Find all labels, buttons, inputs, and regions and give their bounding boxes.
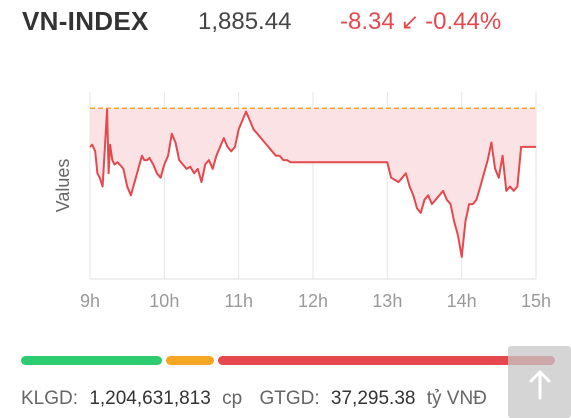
volume-unit: cp: [222, 388, 243, 409]
advancing-bar: [21, 356, 162, 365]
arrow-down-left-icon: ↙: [400, 9, 420, 34]
intraday-chart: 9h 10h 11h 12h 13h 14h 15h Values: [53, 92, 551, 311]
index-change-percent: -0.44%: [425, 8, 502, 35]
x-tick-label: 10h: [149, 291, 179, 311]
unchanged-bar: [166, 356, 214, 365]
market-stats: KLGD: 1,204,631,813 cp GTGD: 37,295.38 t…: [21, 388, 571, 418]
volume-value: 1,204,631,813: [89, 388, 211, 409]
y-axis-label: Values: [53, 159, 73, 213]
value-label: GTGD:: [259, 388, 320, 409]
x-tick-label: 12h: [298, 291, 328, 311]
index-change-group: -8.34 ↙ -0.44%: [340, 8, 501, 36]
series-line: [89, 108, 536, 258]
index-change: -8.34: [340, 8, 395, 35]
x-tick-label: 13h: [372, 291, 402, 311]
declining-bar: [218, 356, 555, 365]
index-price: 1,885.44: [198, 8, 292, 35]
x-tick-label: 14h: [447, 291, 477, 311]
index-title: VN-INDEX: [22, 6, 149, 36]
x-tick-label: 11h: [224, 291, 253, 311]
volume-label: KLGD:: [21, 388, 79, 409]
value-unit: tỷ VNĐ: [426, 388, 487, 409]
series-area: [90, 108, 536, 258]
arrow-up-icon: [529, 370, 551, 400]
x-tick-label: 15h: [521, 291, 551, 311]
scroll-top-button[interactable]: [508, 346, 571, 418]
index-header: VN-INDEX 1,885.44 -8.34 ↙ -0.44%: [22, 6, 562, 46]
x-tick-label: 9h: [80, 291, 100, 311]
value-value: 37,295.38: [330, 388, 416, 409]
